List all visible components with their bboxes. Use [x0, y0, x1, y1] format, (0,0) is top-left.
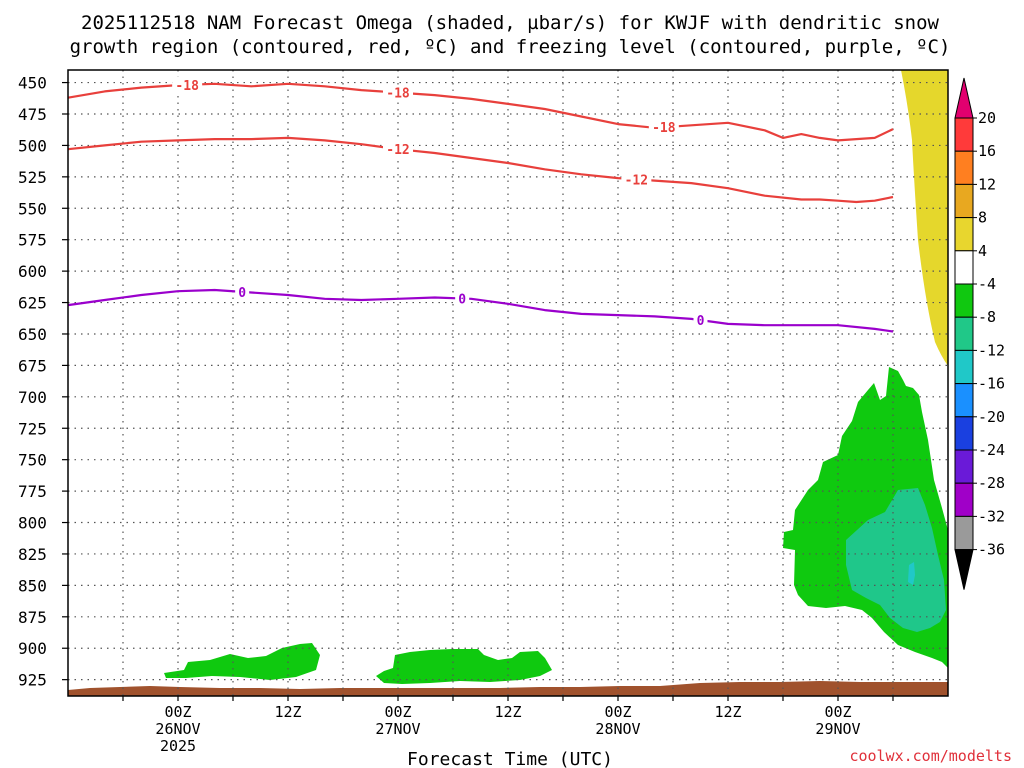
chart-title-line1: 2025112518 NAM Forecast Omega (shaded, µ… — [81, 12, 939, 34]
contour-label--18-1: -18 — [386, 87, 410, 102]
colorbar-label-4: 4 — [978, 242, 987, 260]
y-tick-label-475: 475 — [18, 105, 47, 124]
y-tick-label-925: 925 — [18, 671, 47, 690]
colorbar-segment-10 — [954, 416, 974, 451]
colorbar-label-10: -24 — [978, 441, 1005, 459]
colorbar-label-12: -32 — [978, 507, 1005, 525]
contour-line--12 — [67, 136, 894, 204]
plot-frame — [67, 69, 949, 697]
colorbar-segment-8 — [954, 349, 974, 385]
y-tick-label-775: 775 — [18, 482, 47, 501]
colorbar-label-13: -36 — [978, 541, 1005, 559]
y-tick-label-850: 850 — [18, 576, 47, 595]
y-tick-label-525: 525 — [18, 168, 47, 187]
y-tick-label-725: 725 — [18, 419, 47, 438]
y-axis: 450 475 500 525 550 575 600 625 650 675 700 725 750 7… — [18, 74, 68, 690]
omega-shading — [164, 70, 948, 684]
y-tick-label-675: 675 — [18, 356, 47, 375]
x-axis-label: Forecast Time (UTC) — [407, 749, 613, 768]
y-tick-label-900: 900 — [18, 639, 47, 658]
colorbar-label-2: 12 — [978, 175, 996, 193]
colorbar-label-9: -20 — [978, 408, 1005, 426]
x-tick-label-0-0: 00Z — [164, 703, 191, 721]
credit-link[interactable]: coolwx.com/modelts — [849, 747, 1012, 765]
contour-label-bg--18-1 — [383, 84, 413, 100]
x-tick-label-12-0: 12Z — [274, 703, 301, 721]
contour-label-bg--18-0 — [172, 76, 203, 92]
colorbar-label-11: -28 — [978, 474, 1005, 492]
x-tick-label-24-0: 00Z — [384, 703, 411, 721]
colorbar-segment-3 — [954, 183, 974, 219]
colorbar-segment-4 — [954, 217, 974, 252]
colorbar-label-8: -16 — [978, 375, 1005, 393]
y-tick-label-550: 550 — [18, 199, 47, 218]
omega-cyan-spot — [908, 562, 915, 585]
contour-label-bg--18-2 — [648, 119, 679, 135]
colorbar-segment-6 — [954, 283, 974, 318]
contour-label-0-2: 0 — [697, 314, 705, 329]
colorbar-segment-5 — [954, 250, 974, 285]
colorbar-label-7: -12 — [978, 341, 1005, 359]
y-tick-label-825: 825 — [18, 545, 47, 564]
colorbar-label-5: -4 — [978, 275, 996, 293]
colorbar-segment-7 — [954, 316, 974, 351]
contour-label-bg-0-2 — [693, 312, 708, 328]
colorbar-segment-13 — [954, 515, 974, 551]
contour-label-bg--12-0 — [383, 141, 413, 157]
y-tick-label-800: 800 — [18, 514, 47, 533]
y-tick-label-450: 450 — [18, 74, 47, 93]
colorbar-label-1: 16 — [978, 142, 996, 160]
omega-green-blob-central — [376, 649, 552, 684]
contour-label-0-0: 0 — [238, 286, 246, 301]
omega-positive-yellow — [901, 70, 948, 366]
x-tick-label-48-0: 00Z — [604, 703, 631, 721]
y-tick-label-875: 875 — [18, 608, 47, 627]
x-tick-label-36-0: 12Z — [494, 703, 521, 721]
contour-lines: -18 -18 -18 -12 -12 0 0 0 — [67, 76, 894, 333]
contour-label-0-1: 0 — [458, 292, 466, 307]
contour-label-bg-0-0 — [235, 283, 250, 299]
contour-line-0 — [67, 288, 894, 333]
y-tick-label-700: 700 — [18, 388, 47, 407]
y-tick-label-575: 575 — [18, 231, 47, 250]
contour-label--18-0: -18 — [175, 79, 199, 94]
y-tick-label-650: 650 — [18, 325, 47, 344]
colorbar-top-triangle — [954, 77, 974, 119]
contour-label-bg-0-1 — [455, 290, 470, 306]
x-tick-label-0-1: 26NOV — [155, 720, 200, 738]
x-tick-label-24-1: 27NOV — [375, 720, 420, 738]
x-tick-label-48-1: 28NOV — [595, 720, 640, 738]
y-tick-label-625: 625 — [18, 294, 47, 313]
contour-label--12-0: -12 — [386, 143, 409, 158]
contour-label-bg--12-1 — [621, 171, 652, 187]
colorbar-label-6: -8 — [978, 308, 996, 326]
contour-label--12-1: -12 — [625, 173, 648, 188]
grid-lines — [68, 70, 948, 696]
y-tick-label-500: 500 — [18, 136, 47, 155]
colorbar-segment-9 — [954, 383, 974, 418]
y-tick-label-750: 750 — [18, 451, 47, 470]
contour-label--18-2: -18 — [652, 121, 676, 136]
x-tick-label-0-2: 2025 — [160, 737, 196, 755]
x-tick-label-72-1: 29NOV — [815, 720, 860, 738]
colorbar-segment-12 — [954, 482, 974, 517]
colorbar: 20 16 12 8 4 -4 -8 -12 -16 -20 -24 -28 -32 -36 — [954, 77, 1005, 590]
omega-green-blob-west — [164, 643, 320, 680]
colorbar-segment-2 — [954, 150, 974, 185]
colorbar-label-0: 20 — [978, 109, 996, 127]
y-tick-label-600: 600 — [18, 262, 47, 281]
colorbar-bottom-triangle — [954, 549, 974, 590]
chart-title-line2: growth region (contoured, red, ºC) and f… — [70, 36, 951, 58]
colorbar-segment-11 — [954, 449, 974, 484]
colorbar-segment-1 — [954, 117, 974, 152]
colorbar-label-3: 8 — [978, 209, 987, 227]
x-tick-label-72-0: 00Z — [824, 703, 851, 721]
x-tick-label-60-0: 12Z — [714, 703, 741, 721]
omega-teal-region — [846, 488, 946, 632]
contour-line--18 — [67, 82, 894, 142]
